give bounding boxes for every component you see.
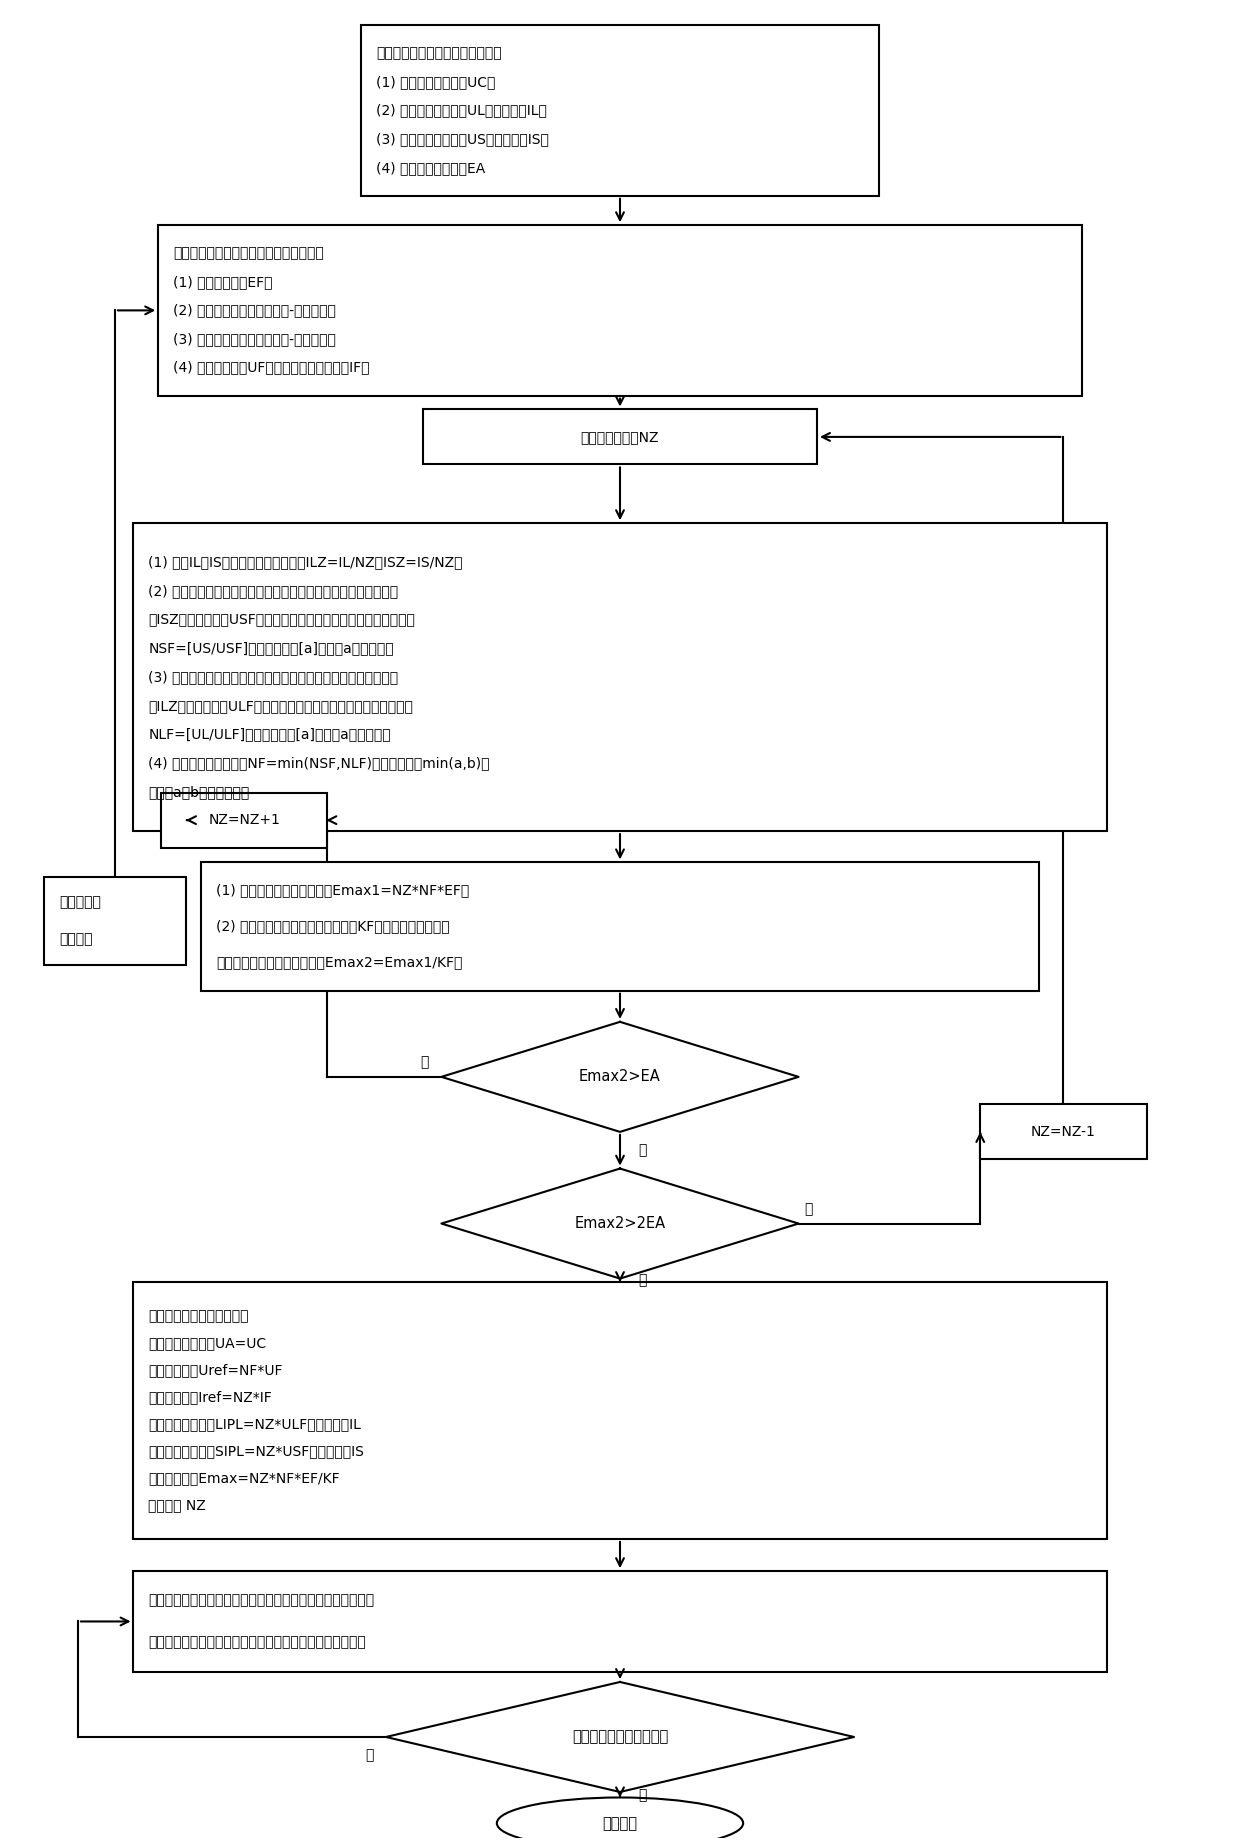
Text: 输出避雷器参数设计结果：: 输出避雷器参数设计结果： [149, 1310, 249, 1323]
Text: 匀系数时避雷器最大吸收能量Emax2=Emax1/KF。: 匀系数时避雷器最大吸收能量Emax2=Emax1/KF。 [216, 956, 463, 969]
Text: 为ILZ时阀片的残压ULF，得到雷电冲击确定的单柱避雷器阀片数量: 为ILZ时阀片的残压ULF，得到雷电冲击确定的单柱避雷器阀片数量 [149, 698, 413, 713]
Text: (4) 最小吸收能量能力EA: (4) 最小吸收能量能力EA [376, 160, 485, 175]
Polygon shape [386, 1682, 854, 1792]
Text: (2) 雷电冲击保护残压UL及配合电流IL；: (2) 雷电冲击保护残压UL及配合电流IL； [376, 103, 547, 118]
Text: 预设避雷器柱数NZ: 预设避雷器柱数NZ [580, 429, 660, 444]
Text: Emax2>2EA: Emax2>2EA [574, 1216, 666, 1230]
Text: 避雷器的最大残压、配合电流和吸收能量是否满足设计指标: 避雷器的最大残压、配合电流和吸收能量是否满足设计指标 [149, 1636, 366, 1650]
FancyBboxPatch shape [361, 26, 879, 195]
Text: 否: 否 [366, 1748, 373, 1763]
Text: 是: 是 [805, 1201, 813, 1216]
Text: 是: 是 [639, 1144, 647, 1157]
Text: 示选择a和b中的较小值。: 示选择a和b中的较小值。 [149, 785, 249, 799]
Text: 结束设计: 结束设计 [603, 1816, 637, 1831]
Text: NZ=NZ+1: NZ=NZ+1 [208, 812, 280, 827]
Polygon shape [441, 1168, 799, 1278]
FancyBboxPatch shape [134, 1282, 1106, 1538]
FancyBboxPatch shape [201, 862, 1039, 991]
Text: 直流参考电流Iref=NZ*IF: 直流参考电流Iref=NZ*IF [149, 1391, 272, 1404]
FancyBboxPatch shape [159, 225, 1081, 396]
Text: Emax2>EA: Emax2>EA [579, 1070, 661, 1085]
Text: 将避雷器参数代入电磁暂态仿真模型，通过电磁暂态仿真校核: 将避雷器参数代入电磁暂态仿真模型，通过电磁暂态仿真校核 [149, 1593, 374, 1608]
Text: 输入避雷器性能指标参数，包括：: 输入避雷器性能指标参数，包括： [376, 46, 502, 61]
Text: (4) 单柱避雷器阀片数量NF=min(NSF,NLF)，其中运算符min(a,b)表: (4) 单柱避雷器阀片数量NF=min(NSF,NLF)，其中运算符min(a,… [149, 757, 490, 770]
FancyBboxPatch shape [161, 792, 327, 847]
Text: 阀片型号: 阀片型号 [60, 932, 93, 947]
FancyBboxPatch shape [981, 1105, 1147, 1159]
Text: 为ISZ时阀片的残压USF，得到操作冲击确定的单柱避雷器阀片数量: 为ISZ时阀片的残压USF，得到操作冲击确定的单柱避雷器阀片数量 [149, 613, 415, 626]
Text: (1) 根据IL和IS计算每柱避雷器的分流ILZ=IL/NZ，ISZ=IS/NZ；: (1) 根据IL和IS计算每柱避雷器的分流ILZ=IL/NZ，ISZ=IS/NZ… [149, 554, 463, 569]
Ellipse shape [497, 1798, 743, 1842]
Polygon shape [441, 1022, 799, 1131]
Text: (1) 最大吸收能量EF；: (1) 最大吸收能量EF； [172, 274, 273, 289]
Text: 是: 是 [639, 1789, 647, 1801]
FancyBboxPatch shape [134, 1571, 1106, 1673]
FancyBboxPatch shape [45, 877, 186, 965]
Text: (3) 操作冲击保护残压US及配合电流IS；: (3) 操作冲击保护残压US及配合电流IS； [376, 133, 549, 146]
Text: 否: 否 [639, 1273, 647, 1288]
Text: 最大吸收能量Emax=NZ*NF*EF/KF: 最大吸收能量Emax=NZ*NF*EF/KF [149, 1472, 340, 1485]
Text: 雷电冲击保护水平LIPL=NZ*ULF，配合电流IL: 雷电冲击保护水平LIPL=NZ*ULF，配合电流IL [149, 1416, 361, 1431]
Text: (1) 计算避雷器最大吸收能量Emax1=NZ*NF*EF；: (1) 计算避雷器最大吸收能量Emax1=NZ*NF*EF； [216, 884, 469, 897]
Text: 持续运行最大电压UA=UC: 持续运行最大电压UA=UC [149, 1335, 267, 1350]
Text: 直流参考电压Uref=NF*UF: 直流参考电压Uref=NF*UF [149, 1363, 283, 1378]
Text: (2) 操作冲击伏安特性的电压-电流序列；: (2) 操作冲击伏安特性的电压-电流序列； [172, 304, 336, 317]
FancyBboxPatch shape [423, 409, 817, 464]
Text: 并联柱数 NZ: 并联柱数 NZ [149, 1498, 206, 1512]
Text: 否: 否 [420, 1055, 429, 1068]
FancyBboxPatch shape [134, 523, 1106, 831]
Text: (3) 雷电冲击伏安特性的电压-电流序列；: (3) 雷电冲击伏安特性的电压-电流序列； [172, 332, 336, 346]
Text: (2) 根据阀片操作冲击伏安特性，基于线性插值算法确定阀片通流: (2) 根据阀片操作冲击伏安特性，基于线性插值算法确定阀片通流 [149, 584, 398, 599]
Text: (1) 持续运行最大电压UC；: (1) 持续运行最大电压UC； [376, 76, 496, 88]
Text: NSF=[US/USF]，其中运算符[a]表示对a向下取整；: NSF=[US/USF]，其中运算符[a]表示对a向下取整； [149, 641, 394, 656]
Text: 更换避雷器: 更换避雷器 [60, 895, 100, 910]
Text: NLF=[UL/ULF]，其中运算符[a]表示对a向下取整；: NLF=[UL/ULF]，其中运算符[a]表示对a向下取整； [149, 728, 391, 742]
Text: 避雷器满足所有设计指标: 避雷器满足所有设计指标 [572, 1730, 668, 1744]
Text: 操作冲击保护水平SIPL=NZ*USF，配合电流IS: 操作冲击保护水平SIPL=NZ*USF，配合电流IS [149, 1444, 365, 1459]
Text: (4) 直流参考电压UF及对应的直流参考电流IF；: (4) 直流参考电压UF及对应的直流参考电流IF； [172, 361, 370, 374]
Text: (3) 根据阀片雷电冲击伏安特性，基于线性插值算法确定阀片通流: (3) 根据阀片雷电冲击伏安特性，基于线性插值算法确定阀片通流 [149, 670, 398, 683]
Text: (2) 考虑多柱避雷器能量不均匀系数KF，计算考虑能量不均: (2) 考虑多柱避雷器能量不均匀系数KF，计算考虑能量不均 [216, 919, 450, 934]
Text: 输入一种型号的避雷器阀片参数，包括：: 输入一种型号的避雷器阀片参数，包括： [172, 247, 324, 260]
Text: NZ=NZ-1: NZ=NZ-1 [1030, 1125, 1096, 1138]
